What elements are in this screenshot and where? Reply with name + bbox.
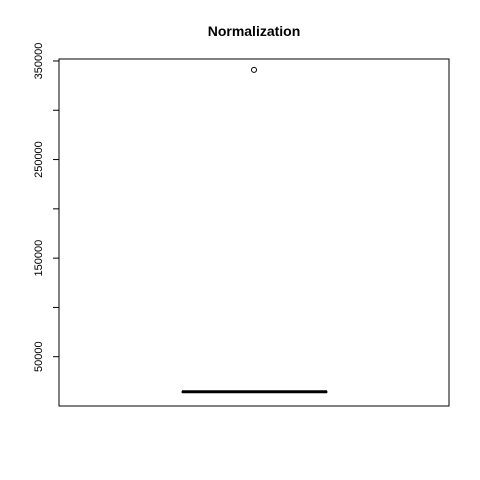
box-marks <box>181 66 328 394</box>
outlier-point <box>251 66 257 73</box>
chart-title: Normalization <box>208 23 301 39</box>
y-tick-label: 50000 <box>33 341 45 372</box>
plot-frame <box>58 58 450 407</box>
y-tick-label: 250000 <box>33 141 45 178</box>
y-tick-label: 350000 <box>33 43 45 80</box>
box-body <box>181 391 328 393</box>
y-axis: 50000 150000 250000 350000 <box>33 43 60 372</box>
y-tick-label: 150000 <box>33 240 45 277</box>
